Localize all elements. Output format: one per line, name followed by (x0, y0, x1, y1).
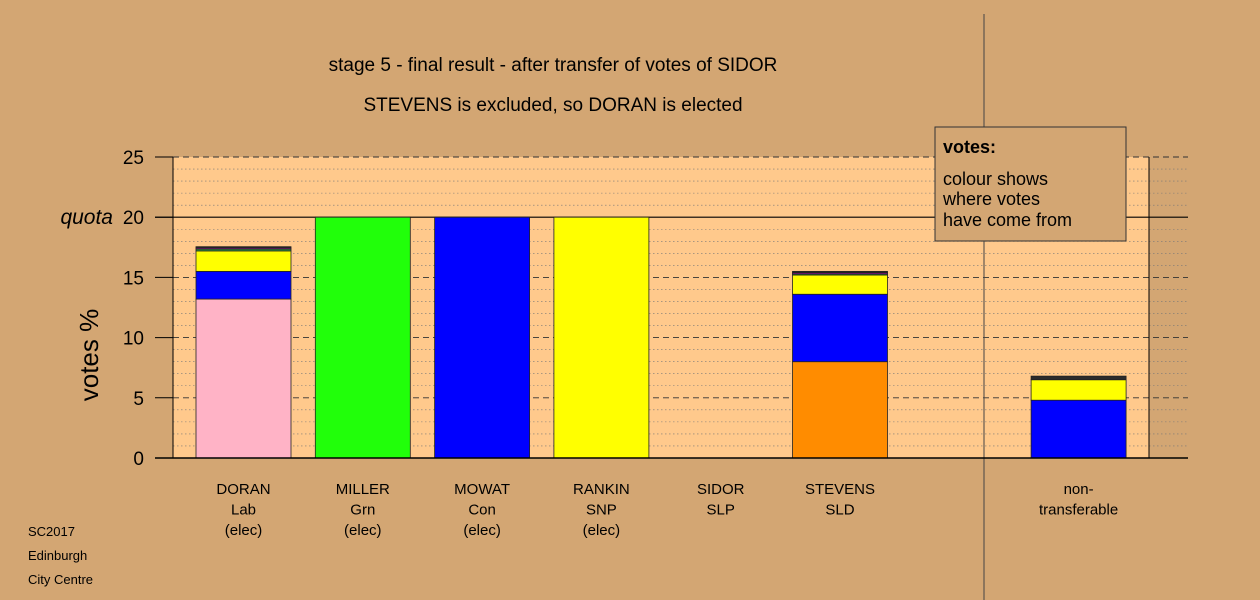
category-label: STEVENS (805, 481, 875, 498)
legend-box (934, 126, 1127, 242)
source-line-3: City Centre (28, 572, 93, 587)
category-label: (elec) (463, 522, 501, 539)
bar-segment (1030, 379, 1127, 401)
bar-segment (195, 250, 292, 272)
y-tick-label: 5 (133, 389, 144, 410)
category-label: (elec) (225, 522, 263, 539)
category-label: SLD (825, 502, 854, 519)
bar-segment (314, 216, 411, 459)
chart-subtitle: STEVENS is excluded, so DORAN is elected (363, 95, 742, 116)
y-tick-label: 15 (123, 268, 144, 289)
bar-segment (195, 246, 292, 249)
y-tick-label: 25 (123, 148, 144, 169)
source-line-1: SC2017 (28, 524, 75, 539)
bar-segment (553, 216, 650, 459)
category-label: Grn (350, 502, 375, 519)
category-label: SIDOR (697, 481, 745, 498)
category-label: non- (1064, 481, 1094, 498)
bar-segment (792, 361, 888, 459)
legend: votes: colour shows where votes have com… (934, 126, 1127, 242)
category-label: MILLER (336, 481, 390, 498)
category-label: (elec) (344, 522, 382, 539)
y-axis-label: votes % (74, 309, 104, 402)
category-label: Lab (231, 502, 256, 519)
category-label: DORAN (216, 481, 270, 498)
y-tick-label: 10 (123, 329, 144, 350)
category-label: transferable (1039, 502, 1118, 519)
legend-line-1: colour shows (943, 169, 1048, 189)
source-line-2: Edinburgh (28, 548, 87, 563)
bar-segment (1030, 375, 1127, 381)
y-tick-label: 0 (133, 449, 144, 470)
bar-segment (792, 293, 888, 363)
category-label: SLP (707, 502, 735, 519)
category-label: RANKIN (573, 481, 630, 498)
y-axis-ticks: 0 5 10 15 20 25 (123, 148, 173, 470)
bars (195, 216, 1127, 459)
category-label: (elec) (583, 522, 621, 539)
category-label: SNP (586, 502, 617, 519)
bar-segment (792, 270, 888, 273)
category-label: Con (468, 502, 496, 519)
bar-segment (434, 216, 531, 459)
bar-segment (1030, 399, 1127, 459)
legend-title: votes: (943, 137, 996, 157)
bar-segment (195, 270, 292, 300)
bar-segment (195, 298, 292, 459)
chart-title: stage 5 - final result - after transfer … (329, 55, 778, 76)
legend-line-3: have come from (943, 210, 1072, 230)
y-tick-label: 20 (123, 208, 144, 229)
category-label: MOWAT (454, 481, 510, 498)
legend-line-2: where votes (942, 189, 1040, 209)
source-note: SC2017 Edinburgh City Centre (28, 524, 93, 587)
bar-segment (792, 274, 888, 295)
quota-label: quota (60, 206, 113, 229)
category-labels: DORAN Lab (elec) MILLER Grn (elec) MOWAT Con (el… (216, 481, 1118, 539)
